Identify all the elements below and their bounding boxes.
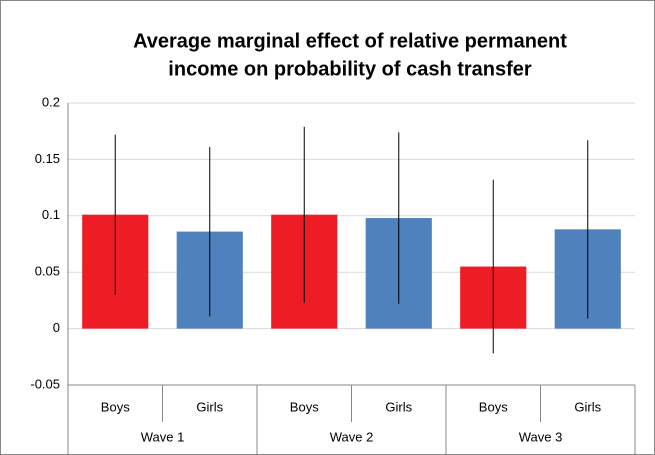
y-tick-label: 0.2 — [42, 94, 60, 109]
x-tick-label: Girls — [574, 399, 601, 414]
chart-title: Average marginal effect of relative perm… — [133, 30, 567, 52]
group-label: Wave 3 — [519, 429, 563, 444]
x-tick-label: Boys — [290, 399, 319, 414]
y-tick-label: 0.15 — [35, 151, 60, 166]
chart-title: income on probability of cash transfer — [168, 58, 532, 80]
y-tick-label: -0.05 — [30, 376, 60, 391]
group-label: Wave 1 — [141, 429, 185, 444]
y-tick-label: 0.1 — [42, 207, 60, 222]
group-label: Wave 2 — [330, 429, 374, 444]
x-tick-label: Girls — [385, 399, 412, 414]
y-tick-label: 0.05 — [35, 264, 60, 279]
y-tick-label: 0 — [53, 320, 60, 335]
x-tick-label: Girls — [196, 399, 223, 414]
x-tick-label: Boys — [479, 399, 508, 414]
x-tick-label: Boys — [101, 399, 130, 414]
